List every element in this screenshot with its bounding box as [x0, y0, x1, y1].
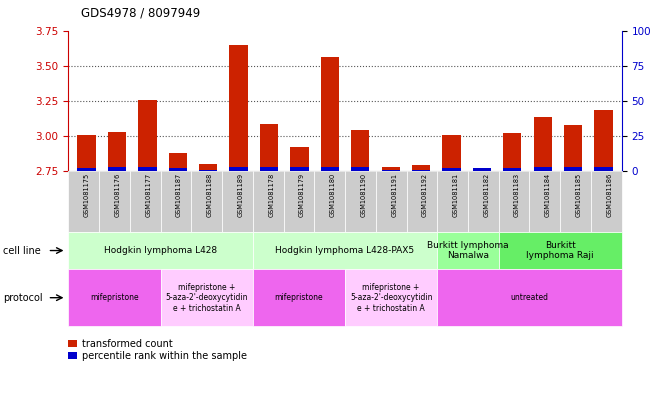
Text: GSM1081186: GSM1081186 — [606, 173, 613, 217]
Bar — [351, 130, 369, 171]
Text: mifepristone +
5-aza-2'-deoxycytidin
e + trichostatin A: mifepristone + 5-aza-2'-deoxycytidin e +… — [165, 283, 248, 312]
Text: GSM1081192: GSM1081192 — [422, 173, 428, 217]
Text: GSM1081176: GSM1081176 — [115, 173, 120, 217]
Text: Burkitt
lymphoma Raji: Burkitt lymphoma Raji — [527, 241, 594, 260]
Bar — [321, 167, 339, 171]
Text: GSM1081191: GSM1081191 — [391, 173, 397, 217]
Bar — [199, 169, 217, 171]
Bar — [68, 352, 77, 359]
Bar — [412, 169, 430, 171]
Bar — [345, 171, 376, 232]
Bar — [351, 167, 369, 171]
Bar — [99, 171, 130, 232]
Bar — [284, 171, 314, 232]
Text: GSM1081180: GSM1081180 — [329, 173, 336, 217]
Bar — [381, 169, 400, 171]
Bar — [222, 171, 253, 232]
Bar — [503, 133, 521, 171]
Bar — [138, 100, 156, 171]
Text: mifepristone: mifepristone — [275, 293, 324, 302]
Bar — [381, 167, 400, 171]
Text: Hodgkin lymphoma L428-PAX5: Hodgkin lymphoma L428-PAX5 — [275, 246, 415, 255]
Bar — [529, 171, 561, 232]
Text: GSM1081179: GSM1081179 — [299, 173, 305, 217]
Text: GSM1081190: GSM1081190 — [361, 173, 367, 217]
Text: mifepristone +
5-aza-2'-deoxycytidin
e + trichostatin A: mifepristone + 5-aza-2'-deoxycytidin e +… — [350, 283, 432, 312]
Bar — [68, 340, 77, 347]
Text: cell line: cell line — [3, 246, 41, 255]
Bar — [161, 171, 191, 232]
Bar — [473, 168, 491, 171]
Text: GSM1081183: GSM1081183 — [514, 173, 520, 217]
Bar — [290, 167, 309, 171]
Text: GSM1081177: GSM1081177 — [145, 173, 151, 217]
Text: Burkitt lymphoma
Namalwa: Burkitt lymphoma Namalwa — [427, 241, 509, 260]
Bar — [108, 167, 126, 171]
Bar — [564, 125, 582, 171]
Bar — [77, 135, 96, 171]
Bar — [437, 232, 499, 269]
Text: GSM1081182: GSM1081182 — [483, 173, 490, 217]
Bar — [68, 232, 253, 269]
Bar — [68, 171, 99, 232]
Text: GSM1081189: GSM1081189 — [238, 173, 243, 217]
Bar — [406, 171, 437, 232]
Bar — [594, 110, 613, 171]
Bar — [561, 171, 591, 232]
Bar — [260, 123, 278, 171]
Bar — [321, 57, 339, 171]
Bar — [503, 168, 521, 171]
Text: GSM1081187: GSM1081187 — [176, 173, 182, 217]
Bar — [499, 171, 529, 232]
Bar — [260, 167, 278, 171]
Bar — [230, 45, 248, 171]
Text: GSM1081184: GSM1081184 — [545, 173, 551, 217]
Bar — [499, 232, 622, 269]
Text: protocol: protocol — [3, 293, 43, 303]
Bar — [230, 167, 248, 171]
Bar — [442, 168, 460, 171]
Text: GSM1081185: GSM1081185 — [575, 173, 581, 217]
Bar — [468, 171, 499, 232]
Text: Hodgkin lymphoma L428: Hodgkin lymphoma L428 — [104, 246, 217, 255]
Bar — [376, 171, 406, 232]
Bar — [442, 135, 460, 171]
Bar — [473, 169, 491, 171]
Bar — [314, 171, 345, 232]
Bar — [253, 269, 345, 326]
Bar — [77, 168, 96, 171]
Text: untreated: untreated — [510, 293, 549, 302]
Bar — [591, 171, 622, 232]
Bar — [253, 171, 284, 232]
Bar — [130, 171, 161, 232]
Bar — [161, 269, 253, 326]
Bar — [138, 167, 156, 171]
Bar — [169, 168, 187, 171]
Bar — [169, 153, 187, 171]
Text: GDS4978 / 8097949: GDS4978 / 8097949 — [81, 7, 201, 20]
Text: GSM1081188: GSM1081188 — [207, 173, 213, 217]
Bar — [437, 171, 468, 232]
Bar — [199, 164, 217, 171]
Bar — [191, 171, 222, 232]
Bar — [437, 269, 622, 326]
Bar — [594, 167, 613, 171]
Bar — [68, 269, 161, 326]
Text: GSM1081175: GSM1081175 — [84, 173, 90, 217]
Text: percentile rank within the sample: percentile rank within the sample — [82, 351, 247, 361]
Bar — [108, 132, 126, 171]
Text: mifepristone: mifepristone — [90, 293, 139, 302]
Bar — [290, 147, 309, 171]
Bar — [564, 167, 582, 171]
Text: GSM1081181: GSM1081181 — [452, 173, 458, 217]
Bar — [534, 167, 552, 171]
Bar — [412, 165, 430, 171]
Text: GSM1081178: GSM1081178 — [268, 173, 274, 217]
Bar — [534, 117, 552, 171]
Bar — [345, 269, 437, 326]
Bar — [253, 232, 437, 269]
Text: transformed count: transformed count — [82, 339, 173, 349]
